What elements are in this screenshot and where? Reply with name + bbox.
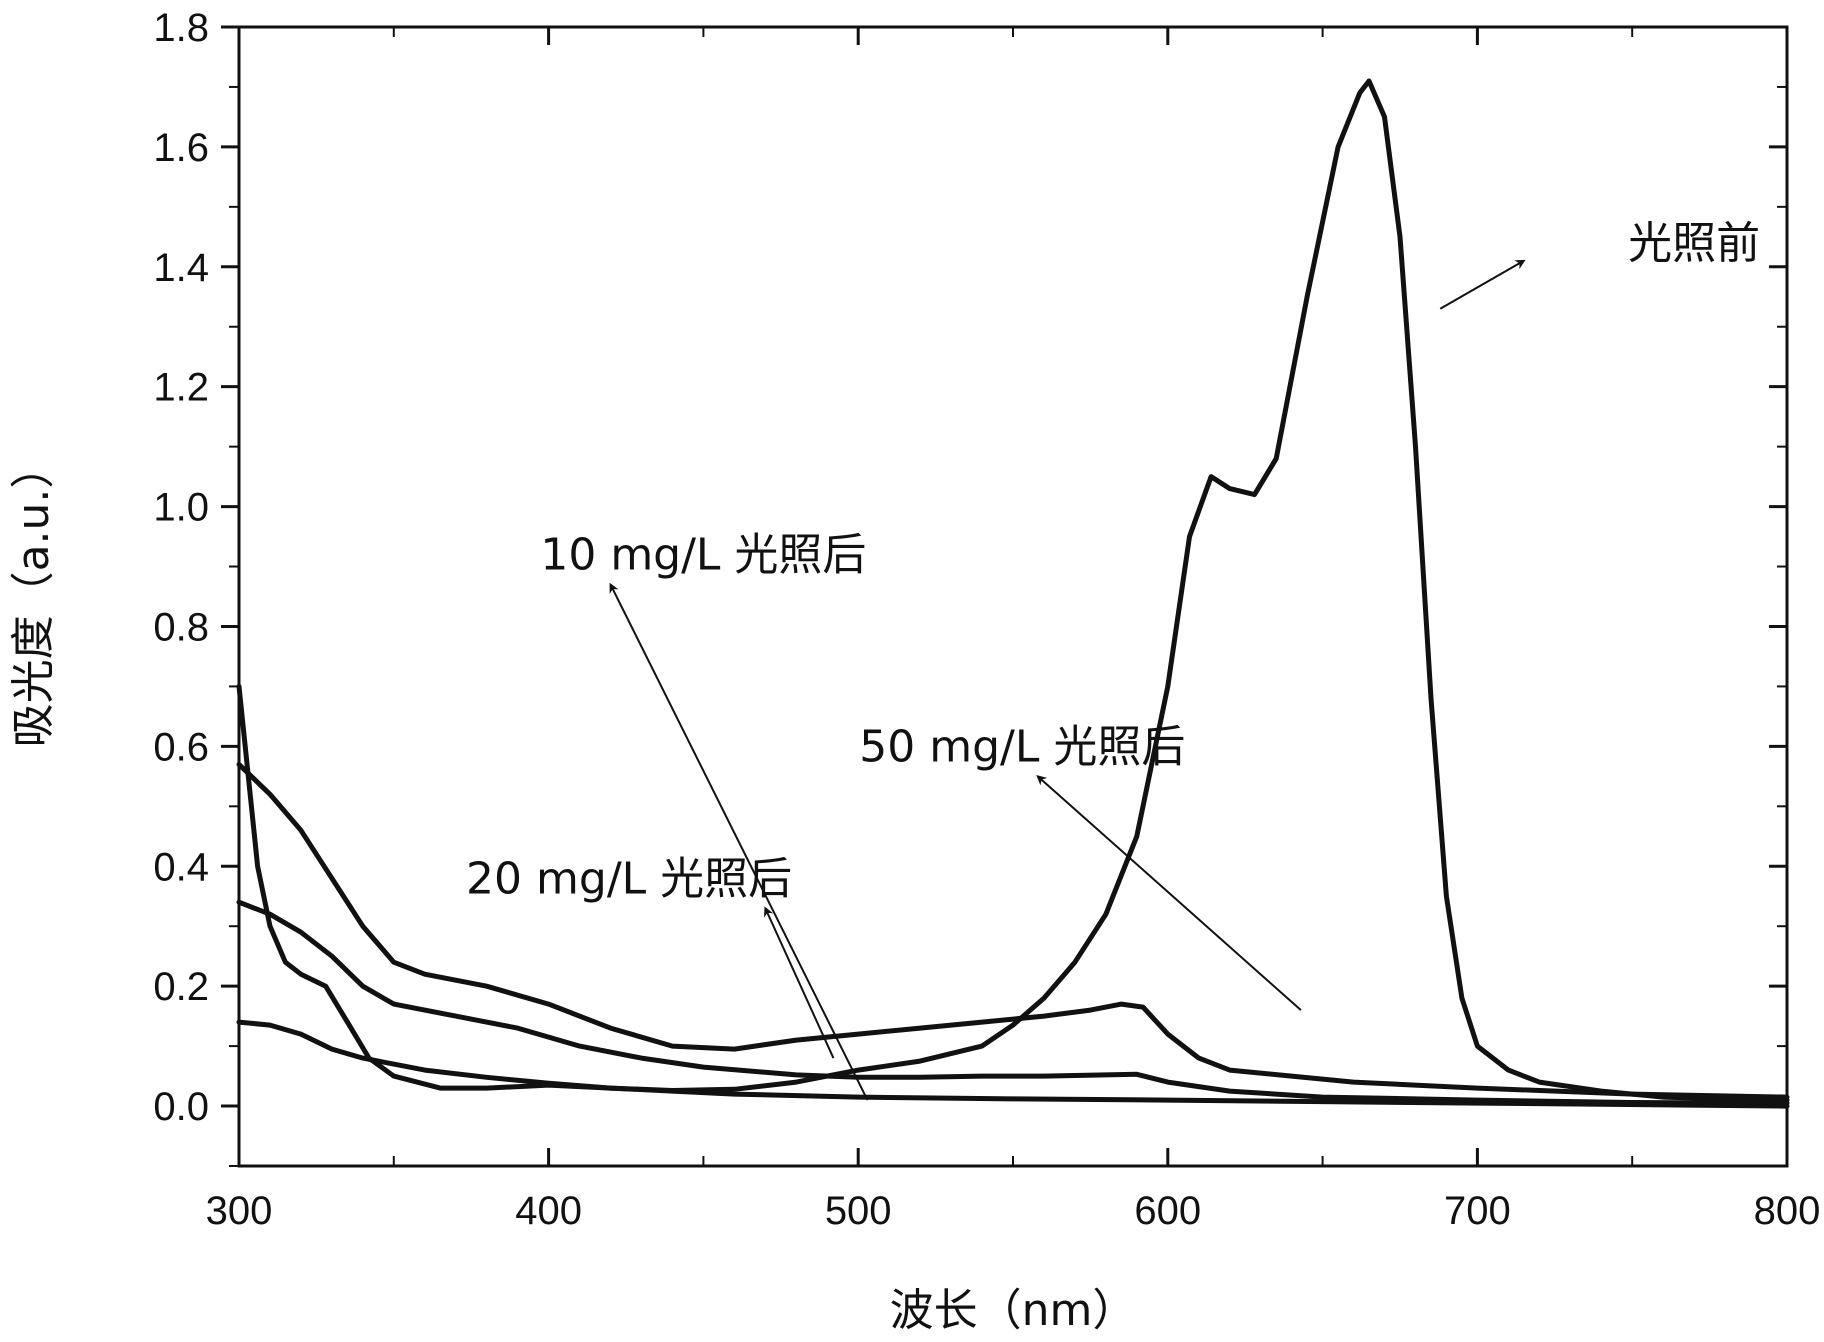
x-tick-label: 400 xyxy=(515,1189,582,1233)
x-axis-title: 波长（nm） xyxy=(890,1285,1137,1336)
y-tick-label: 0.0 xyxy=(153,1085,209,1129)
annotation-label-3: 50 mg/L 光照后 xyxy=(859,721,1185,772)
y-tick-label: 0.6 xyxy=(153,725,209,769)
y-tick-label: 1.6 xyxy=(153,126,209,170)
annotation-arrow-1 xyxy=(1439,259,1526,310)
annotations: 光照前 10 mg/L 光照后 50 mg/L 光照后 20 mg/L 光照后 xyxy=(466,218,1760,1101)
y-tick-label: 0.4 xyxy=(153,845,209,889)
series-line-3 xyxy=(236,761,1790,1100)
y-axis-title: 吸光度（a.u.） xyxy=(8,445,59,748)
y-tick-label: 1.2 xyxy=(153,366,209,410)
y-tick-label: 0.2 xyxy=(153,965,209,1009)
annotation-label-1: 光照前 xyxy=(1628,218,1760,269)
annotation-arrow-3 xyxy=(1036,775,1302,1011)
x-tick-label: 300 xyxy=(206,1189,273,1233)
x-tick-label: 600 xyxy=(1134,1189,1201,1233)
plot-frame xyxy=(237,25,1789,1168)
axis-tick-labels: 300 400 500 600 700 800 0.0 0.2 0.4 0.6 0.8 1.0 1.2 1… xyxy=(153,6,1820,1233)
y-tick-label: 0.8 xyxy=(153,605,209,649)
series-line-1 xyxy=(236,78,1790,1103)
annotation-label-4: 20 mg/L 光照后 xyxy=(466,853,792,904)
series-lines xyxy=(236,78,1790,1109)
annotation-arrow-4 xyxy=(764,906,835,1059)
x-tick-label: 500 xyxy=(825,1189,892,1233)
series-line-2 xyxy=(236,899,1790,1106)
y-tick-label: 1.0 xyxy=(153,486,209,530)
annotation-arrow-2 xyxy=(609,582,869,1101)
x-tick-label: 800 xyxy=(1754,1189,1821,1233)
x-tick-label: 700 xyxy=(1444,1189,1511,1233)
series-line-4 xyxy=(236,683,1790,1109)
axis-ticks xyxy=(221,25,1789,1167)
y-tick-label: 1.8 xyxy=(153,6,209,50)
y-tick-label: 1.4 xyxy=(153,246,209,290)
annotation-label-2: 10 mg/L 光照后 xyxy=(540,530,866,581)
